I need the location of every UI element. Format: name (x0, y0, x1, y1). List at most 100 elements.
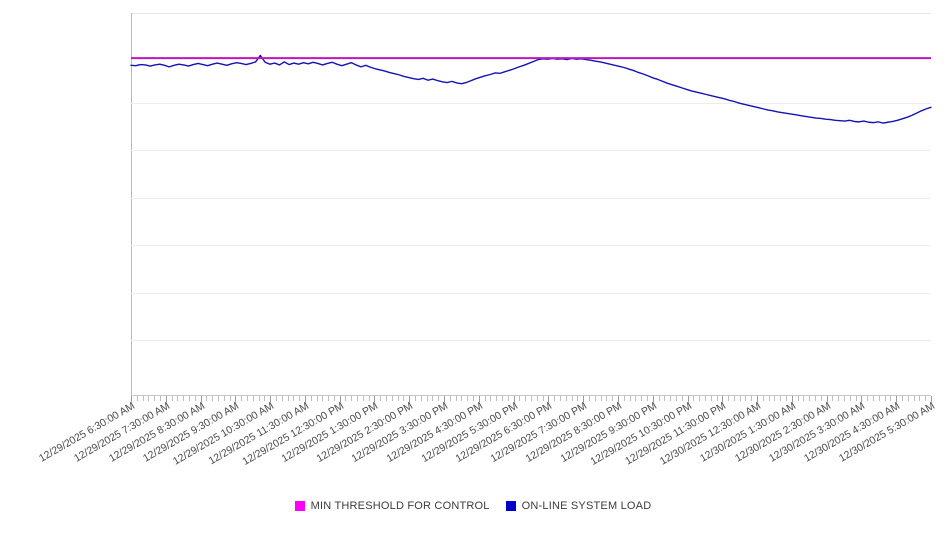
x-tick-minor (473, 396, 474, 401)
legend-swatch-icon (294, 501, 305, 511)
x-tick-minor (728, 396, 729, 401)
x-tick-minor (693, 396, 694, 401)
x-tick-minor (885, 396, 886, 401)
x-tick-minor (612, 396, 613, 401)
x-tick-minor (537, 396, 538, 401)
x-tick-minor (786, 396, 787, 401)
x-tick-major (166, 396, 167, 402)
x-tick-minor (415, 396, 416, 401)
x-tick-minor (392, 396, 393, 401)
x-tick-minor (908, 396, 909, 401)
x-axis-tick-labels: 12/29/2025 6:30:00 AM 12/29/2025 7:30:00 … (0, 400, 946, 490)
x-tick-minor (577, 396, 578, 401)
x-tick-major (374, 396, 375, 402)
x-tick-minor (421, 396, 422, 401)
x-tick-minor (334, 396, 335, 401)
x-tick-minor (241, 396, 242, 401)
x-tick-minor (711, 396, 712, 401)
x-tick-minor (589, 396, 590, 401)
x-tick-major (340, 396, 341, 402)
x-tick-minor (485, 396, 486, 401)
x-tick-minor (195, 396, 196, 401)
x-tick-minor (398, 396, 399, 401)
x-tick-major (270, 396, 271, 402)
x-tick-minor (774, 396, 775, 401)
x-tick-minor (821, 396, 822, 401)
x-tick-minor (438, 396, 439, 401)
x-tick-minor (664, 396, 665, 401)
legend-item-on-line-system-load[interactable]: ON-LINE SYSTEM LOAD (505, 500, 652, 512)
x-tick-minor (467, 396, 468, 401)
x-tick-major (548, 396, 549, 402)
x-tick-minor (572, 396, 573, 401)
x-tick-minor (543, 396, 544, 401)
x-tick-minor (177, 396, 178, 401)
x-tick-minor (647, 396, 648, 401)
x-tick-minor (432, 396, 433, 401)
x-tick-major (653, 396, 654, 402)
x-tick-minor (635, 396, 636, 401)
plot-top-border (131, 13, 931, 14)
x-tick-minor (508, 396, 509, 401)
x-tick-minor (850, 396, 851, 401)
x-tick-minor (253, 396, 254, 401)
x-tick-minor (734, 396, 735, 401)
x-tick-minor (218, 396, 219, 401)
x-tick-major (201, 396, 202, 402)
x-tick-minor (641, 396, 642, 401)
x-tick-minor (925, 396, 926, 401)
y-axis-line (131, 13, 132, 395)
x-tick-major (618, 396, 619, 402)
x-tick-major (444, 396, 445, 402)
x-tick-minor (560, 396, 561, 401)
x-tick-minor (867, 396, 868, 401)
series-layer (130, 54, 932, 124)
gridline-5 (131, 293, 931, 294)
legend-label: MIN THRESHOLD FOR CONTROL (310, 500, 490, 512)
x-tick-minor (276, 396, 277, 401)
x-tick-minor (148, 396, 149, 401)
x-tick-minor (682, 396, 683, 401)
x-tick-minor (282, 396, 283, 401)
x-tick-minor (264, 396, 265, 401)
x-tick-minor (160, 396, 161, 401)
x-tick-minor (763, 396, 764, 401)
x-tick-minor (456, 396, 457, 401)
x-tick-minor (351, 396, 352, 401)
x-tick-minor (154, 396, 155, 401)
x-tick-minor (659, 396, 660, 401)
x-tick-minor (566, 396, 567, 401)
x-tick-minor (345, 396, 346, 401)
x-tick-minor (496, 396, 497, 401)
x-tick-major (235, 396, 236, 402)
x-tick-minor (769, 396, 770, 401)
x-axis-tickmarks (131, 396, 932, 402)
x-tick-minor (705, 396, 706, 401)
x-tick-major (688, 396, 689, 402)
x-tick-minor (322, 396, 323, 401)
gridline-2 (131, 150, 931, 151)
legend-item-min-threshold-for-control[interactable]: MIN THRESHOLD FOR CONTROL (294, 500, 490, 512)
x-tick-major (861, 396, 862, 402)
x-tick-minor (519, 396, 520, 401)
series-on-line-system-load (130, 54, 932, 124)
x-tick-minor (832, 396, 833, 401)
x-tick-minor (224, 396, 225, 401)
x-tick-minor (259, 396, 260, 401)
x-tick-minor (380, 396, 381, 401)
x-tick-minor (699, 396, 700, 401)
x-tick-minor (450, 396, 451, 401)
x-tick-minor (293, 396, 294, 401)
x-tick-minor (624, 396, 625, 401)
x-tick-minor (798, 396, 799, 401)
x-tick-minor (751, 396, 752, 401)
x-tick-minor (740, 396, 741, 401)
legend-label: ON-LINE SYSTEM LOAD (521, 500, 652, 512)
gridline-3 (131, 198, 931, 199)
x-tick-minor (890, 396, 891, 401)
x-tick-minor (525, 396, 526, 401)
x-tick-minor (143, 396, 144, 401)
x-tick-minor (502, 396, 503, 401)
x-tick-major (409, 396, 410, 402)
x-tick-minor (490, 396, 491, 401)
